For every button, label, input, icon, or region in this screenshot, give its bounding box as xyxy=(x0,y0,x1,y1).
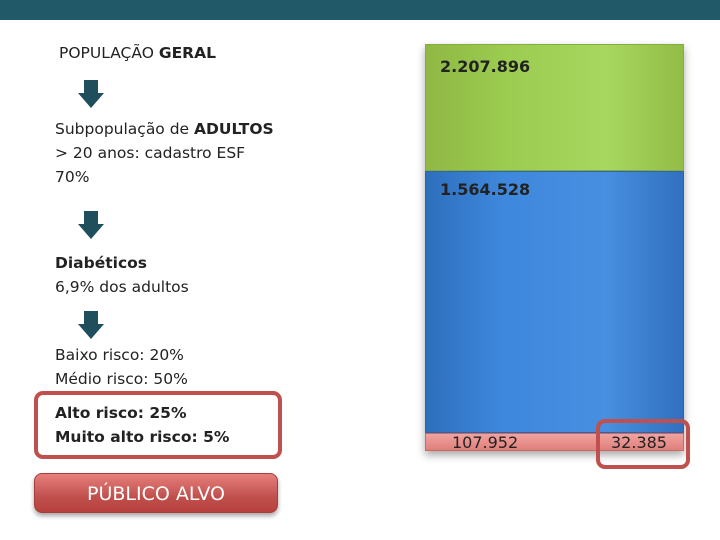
step-alto-risco-line2: Muito alto risco: 5% xyxy=(55,428,230,446)
step-adultos: Subpopulação de ADULTOS > 20 anos: cadas… xyxy=(55,117,274,189)
top-banner xyxy=(0,0,720,20)
bar-label-diabeticos: 107.952 xyxy=(452,433,519,452)
bar-diabeticos xyxy=(425,433,684,451)
step-diabeticos-line1: Diabéticos xyxy=(55,254,148,272)
down-arrow-icon xyxy=(78,311,104,339)
step-adultos-line2: > 20 anos: cadastro ESF xyxy=(55,144,246,162)
highlight-box-alto-risco xyxy=(34,391,282,459)
step-diabeticos: Diabéticos 6,9% dos adultos xyxy=(55,251,189,299)
bar-total-populacao xyxy=(425,44,684,171)
down-arrow-icon xyxy=(78,80,104,108)
step-alto-risco: Alto risco: 25% Muito alto risco: 5% xyxy=(55,401,229,449)
down-arrow-icon xyxy=(78,211,104,239)
step-geral-prefix: POPULAÇÃO xyxy=(59,44,159,62)
step-alto-risco-line1: Alto risco: 25% xyxy=(55,404,187,422)
step-risco: Baixo risco: 20% Médio risco: 50% xyxy=(55,343,188,391)
step-diabeticos-line2: 6,9% dos adultos xyxy=(55,278,189,296)
bar-label-alvo: 32.385 xyxy=(611,433,667,452)
publico-alvo-button[interactable]: PÚBLICO ALVO xyxy=(34,473,278,513)
step-adultos-line3: 70% xyxy=(55,168,90,186)
step-adultos-prefix: Subpopulação de xyxy=(55,120,195,138)
bar-adultos xyxy=(425,171,684,433)
step-geral-bold: GERAL xyxy=(158,44,216,62)
step-risco-line2: Médio risco: 50% xyxy=(55,370,188,388)
highlight-box-alvo xyxy=(596,419,690,469)
bar-label-total: 2.207.896 xyxy=(440,57,531,76)
step-risco-line1: Baixo risco: 20% xyxy=(55,346,184,364)
bar-label-adultos: 1.564.528 xyxy=(440,180,531,199)
step-populacao-geral: POPULAÇÃO GERAL xyxy=(59,41,216,65)
step-adultos-bold: ADULTOS xyxy=(194,120,274,138)
